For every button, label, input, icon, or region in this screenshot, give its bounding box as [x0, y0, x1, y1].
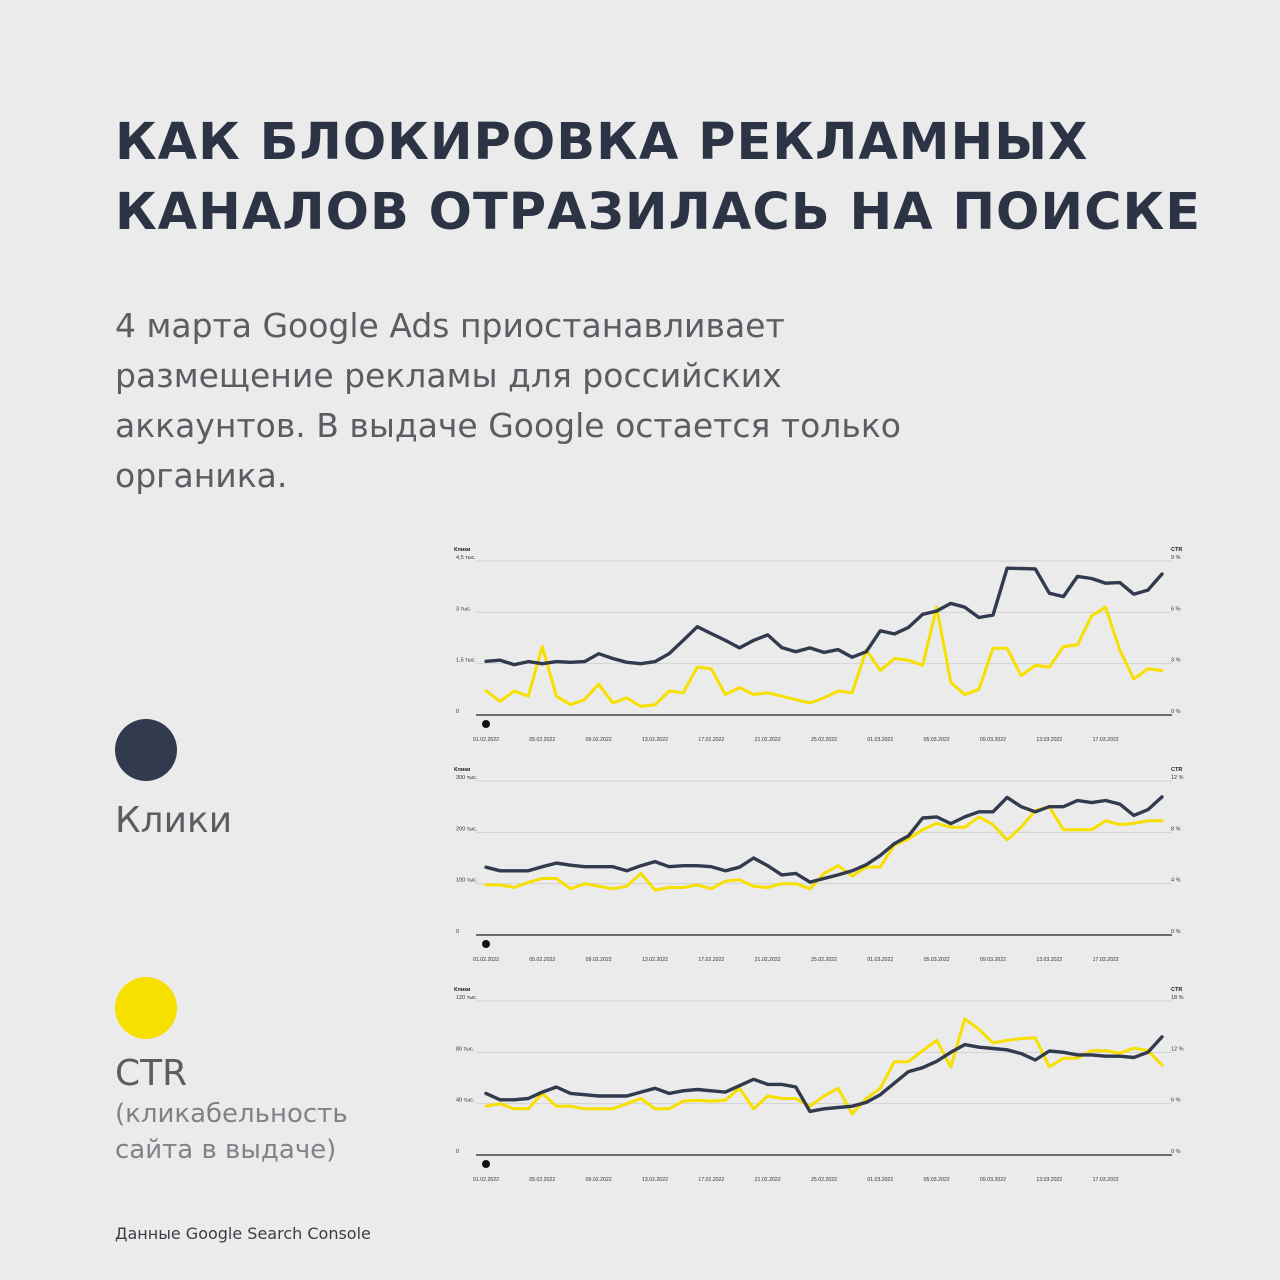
- x-tick-label: 05.03.2022: [924, 737, 950, 743]
- x-tick-label: 09.03.2022: [980, 1177, 1006, 1183]
- x-tick-label: 17.02.2022: [698, 1177, 724, 1183]
- x-tick-label: 01.03.2022: [867, 1177, 893, 1183]
- x-tick-label: 17.03.2022: [1093, 737, 1119, 743]
- intro-line-1: 4 марта Google Ads приостанавливает: [115, 306, 785, 345]
- x-tick-label: 13.02.2022: [642, 957, 668, 963]
- x-tick-label: 17.03.2022: [1093, 1177, 1119, 1183]
- x-tick-label: 17.02.2022: [698, 737, 724, 743]
- right-tick-label: 0 %: [1171, 1149, 1181, 1155]
- left-tick-label: 40 тыс.: [456, 1098, 475, 1104]
- clicks-legend-label: Клики: [115, 800, 233, 841]
- chart-1-svg: 0 0 % 1,5 тыс. 3 % 3 тыс. 6 % 4,5 тыс. 9 % Клики…: [454, 547, 1182, 743]
- ctr-legend-desc-line-2: сайта в выдаче): [115, 1135, 337, 1165]
- right-tick-label: 4 %: [1171, 878, 1181, 884]
- x-tick-label: 05.02.2022: [529, 957, 555, 963]
- right-tick-label: 18 %: [1171, 995, 1184, 1001]
- annotation-marker: [482, 940, 490, 948]
- chart-2: 0 0 % 100 тыс. 4 % 200 тыс. 8 % 300 тыс. 12 % Кл…: [450, 760, 1200, 965]
- series-line-ctr: [484, 605, 1164, 708]
- title-line-1: КАК БЛОКИРОВКА РЕКЛАМНЫХ: [115, 113, 1089, 172]
- right-axis-label: CTR: [1171, 987, 1182, 993]
- right-tick-label: 12 %: [1171, 1046, 1184, 1052]
- ctr-legend-label: CTR: [115, 1053, 188, 1094]
- intro-line-4: органика.: [115, 456, 288, 495]
- x-tick-label: 01.02.2022: [473, 737, 499, 743]
- source-note: Данные Google Search Console: [115, 1224, 371, 1243]
- x-tick-label: 05.03.2022: [924, 1177, 950, 1183]
- ctr-legend-dot: [115, 977, 177, 1039]
- x-tick-label: 01.03.2022: [867, 957, 893, 963]
- series-line-clicks: [484, 795, 1164, 884]
- intro-text: 4 марта Google Ads приостанавливает разм…: [115, 301, 1165, 501]
- chart-3: 0 0 % 40 тыс. 6 % 80 тыс. 12 % 120 тыс. 18 % Кли…: [450, 980, 1200, 1185]
- left-tick-label: 80 тыс.: [456, 1046, 475, 1052]
- left-tick-label: 200 тыс.: [456, 826, 478, 832]
- series-line-clicks: [484, 566, 1164, 667]
- title-line-2: КАНАЛОВ ОТРАЗИЛАСЬ НА ПОИСКЕ: [115, 183, 1202, 242]
- x-tick-label: 13.03.2022: [1036, 737, 1062, 743]
- left-axis-label: Клики: [454, 987, 470, 993]
- right-axis-label: CTR: [1171, 547, 1182, 553]
- left-axis-label: Клики: [454, 767, 470, 773]
- x-tick-label: 01.02.2022: [473, 957, 499, 963]
- left-tick-label: 1,5 тыс.: [456, 658, 476, 664]
- right-tick-label: 9 %: [1171, 555, 1181, 561]
- intro-line-3: аккаунтов. В выдаче Google остается толь…: [115, 406, 901, 445]
- intro-line-2: размещение рекламы для российских: [115, 356, 782, 395]
- left-tick-label: 0: [456, 1149, 459, 1155]
- left-tick-label: 3 тыс.: [456, 606, 472, 612]
- right-tick-label: 6 %: [1171, 1098, 1181, 1104]
- chart-1: 0 0 % 1,5 тыс. 3 % 3 тыс. 6 % 4,5 тыс. 9 % Клики…: [450, 540, 1200, 745]
- right-tick-label: 0 %: [1171, 929, 1181, 935]
- left-axis-label: Клики: [454, 547, 470, 553]
- left-tick-label: 120 тыс.: [456, 995, 478, 1001]
- annotation-marker: [482, 1160, 490, 1168]
- x-tick-label: 25.02.2022: [811, 957, 837, 963]
- x-tick-label: 25.02.2022: [811, 1177, 837, 1183]
- x-tick-label: 21.02.2022: [755, 737, 781, 743]
- x-tick-label: 01.03.2022: [867, 737, 893, 743]
- right-axis-label: CTR: [1171, 767, 1182, 773]
- right-tick-label: 6 %: [1171, 606, 1181, 612]
- x-tick-label: 09.02.2022: [586, 957, 612, 963]
- annotation-marker: [482, 720, 490, 728]
- x-tick-label: 21.02.2022: [755, 1177, 781, 1183]
- x-tick-label: 13.02.2022: [642, 1177, 668, 1183]
- x-tick-label: 05.02.2022: [529, 737, 555, 743]
- x-tick-label: 13.03.2022: [1036, 957, 1062, 963]
- series-line-ctr: [484, 1017, 1164, 1116]
- x-tick-label: 17.03.2022: [1093, 957, 1119, 963]
- x-tick-label: 13.02.2022: [642, 737, 668, 743]
- x-tick-label: 21.02.2022: [755, 957, 781, 963]
- x-tick-label: 01.02.2022: [473, 1177, 499, 1183]
- ctr-legend-desc-line-1: (кликабельность: [115, 1099, 348, 1129]
- left-tick-label: 0: [456, 929, 459, 935]
- series-line-clicks: [484, 1035, 1164, 1114]
- x-tick-label: 09.03.2022: [980, 957, 1006, 963]
- left-tick-label: 300 тыс.: [456, 775, 478, 781]
- left-tick-label: 0: [456, 709, 459, 715]
- left-tick-label: 4,5 тыс.: [456, 555, 476, 561]
- x-tick-label: 25.02.2022: [811, 737, 837, 743]
- x-tick-label: 09.02.2022: [586, 1177, 612, 1183]
- right-tick-label: 3 %: [1171, 658, 1181, 664]
- chart-2-svg: 0 0 % 100 тыс. 4 % 200 тыс. 8 % 300 тыс. 12 % Кл…: [454, 767, 1184, 963]
- x-tick-label: 09.03.2022: [980, 737, 1006, 743]
- page-title: КАК БЛОКИРОВКА РЕКЛАМНЫХ КАНАЛОВ ОТРАЗИЛ…: [115, 108, 1255, 248]
- x-tick-label: 17.02.2022: [698, 957, 724, 963]
- x-tick-label: 09.02.2022: [586, 737, 612, 743]
- right-tick-label: 0 %: [1171, 709, 1181, 715]
- x-tick-label: 05.02.2022: [529, 1177, 555, 1183]
- right-tick-label: 12 %: [1171, 775, 1184, 781]
- x-tick-label: 05.03.2022: [924, 957, 950, 963]
- right-tick-label: 8 %: [1171, 826, 1181, 832]
- left-tick-label: 100 тыс.: [456, 878, 478, 884]
- x-tick-label: 13.03.2022: [1036, 1177, 1062, 1183]
- chart-3-svg: 0 0 % 40 тыс. 6 % 80 тыс. 12 % 120 тыс. 18 % Кли…: [454, 987, 1184, 1183]
- clicks-legend-dot: [115, 719, 177, 781]
